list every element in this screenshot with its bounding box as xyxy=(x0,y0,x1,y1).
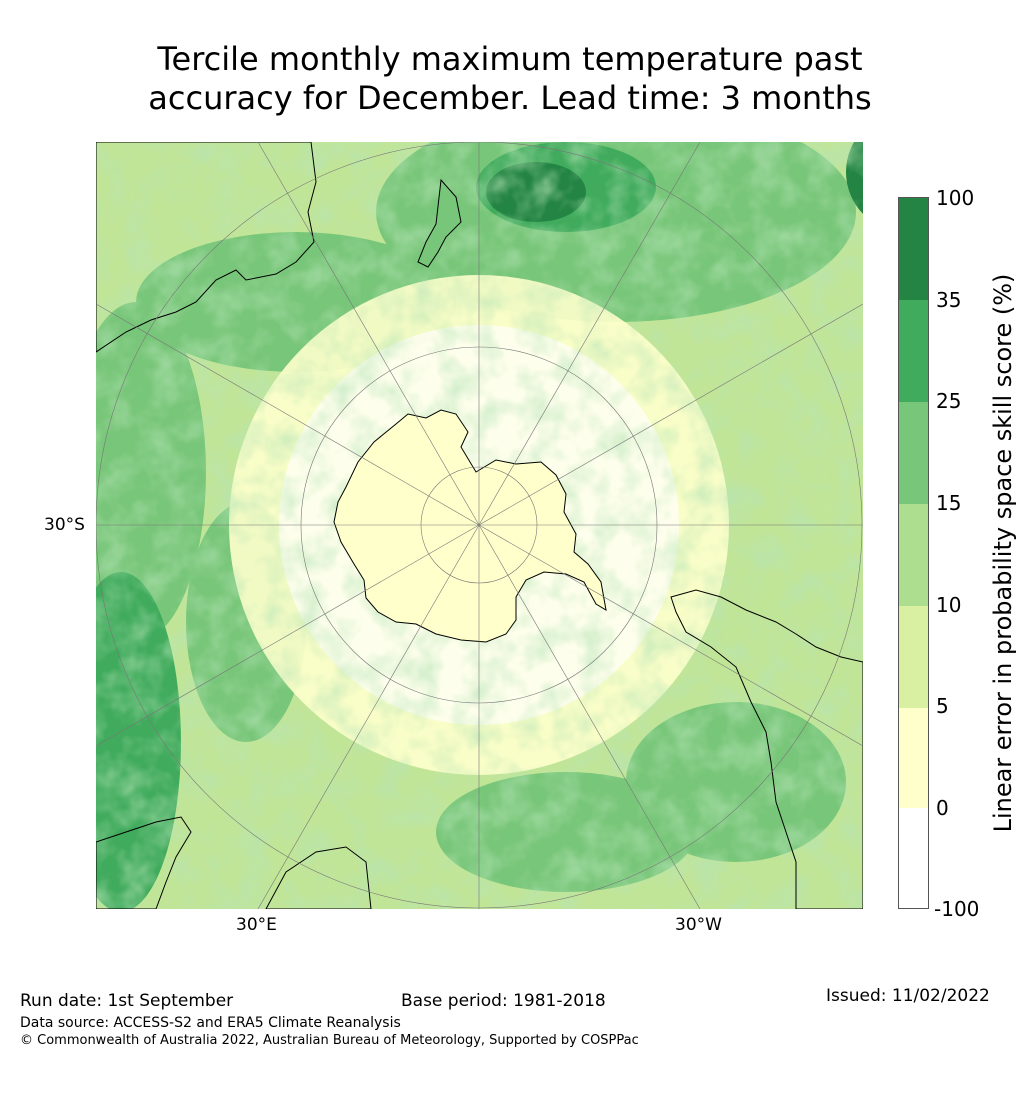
colorbar-tick-15: 15 xyxy=(936,491,962,515)
lon-label-30e: 30°E xyxy=(236,915,277,935)
colorbar-bin-25-35 xyxy=(899,300,928,402)
title-line-2: accuracy for December. Lead time: 3 mont… xyxy=(148,79,872,117)
map-canvas xyxy=(96,142,863,909)
colorbar-tick-25: 25 xyxy=(936,389,962,413)
colorbar-tick-10: 10 xyxy=(936,593,962,617)
africa-coast-east xyxy=(265,846,372,909)
colorbar xyxy=(898,197,929,909)
issued-date: Issued: 11/02/2022 xyxy=(826,986,990,1006)
copyright: © Commonwealth of Australia 2022, Austra… xyxy=(20,1033,639,1048)
colorbar-tick-neg100: -100 xyxy=(934,897,980,921)
colorbar-tick-5: 5 xyxy=(936,694,949,718)
south-america-coast xyxy=(670,589,863,909)
colorbar-bin-0-5 xyxy=(899,708,928,808)
run-date: Run date: 1st September xyxy=(20,991,234,1011)
colorbar-tick-0: 0 xyxy=(936,796,949,820)
africa-coast xyxy=(96,816,192,909)
colorbar-bin-15-25 xyxy=(899,402,928,504)
colorbar-bin-5-10 xyxy=(899,606,928,708)
graticule-meridians xyxy=(96,142,863,909)
title-line-1: Tercile monthly maximum temperature past xyxy=(157,40,863,78)
lon-label-30w: 30°W xyxy=(675,915,722,935)
antarctica-coast xyxy=(333,409,607,643)
colorbar-tick-35: 35 xyxy=(936,288,962,312)
chart-title: Tercile monthly maximum temperature past… xyxy=(0,40,1020,118)
australia-coast xyxy=(96,142,317,353)
colorbar-bin-10-15 xyxy=(899,504,928,606)
base-period: Base period: 1981-2018 xyxy=(401,991,606,1011)
colorbar-tick-100: 100 xyxy=(936,186,975,210)
colorbar-bin-neg100-0 xyxy=(899,808,928,908)
data-source: Data source: ACCESS-S2 and ERA5 Climate … xyxy=(20,1015,401,1031)
polar-map xyxy=(96,142,863,909)
colorbar-bin-35-100 xyxy=(899,198,928,300)
new-zealand-coast xyxy=(417,178,462,268)
colorbar-label: Linear error in probability space skill … xyxy=(989,273,1017,833)
lat-label-30s: 30°S xyxy=(44,515,85,535)
